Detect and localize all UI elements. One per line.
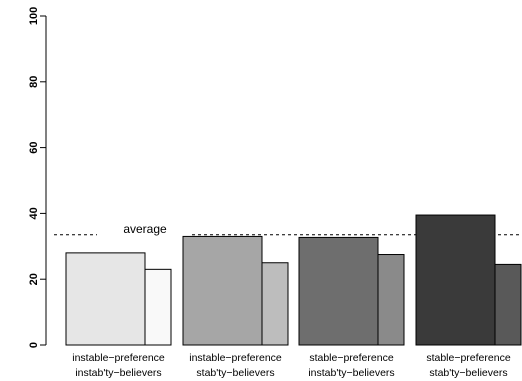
category-label-line1: stable−preference [426, 352, 511, 364]
bars [65, 214, 522, 346]
y-tick-label: 100 [28, 7, 40, 25]
y-tick-label: 80 [28, 76, 40, 88]
average-label: average [123, 222, 167, 236]
category-label-line2: instab'ty−believers [75, 367, 161, 379]
y-tick-label: 0 [28, 342, 40, 348]
y-tick-label: 20 [28, 273, 40, 285]
bar-primary-4 [415, 214, 496, 346]
bar-primary-2 [182, 235, 263, 346]
category-label-line1: instable−preference [189, 352, 282, 364]
category-label-line2: stab'ty−believers [196, 367, 274, 379]
category-label-line1: stable−preference [309, 352, 394, 364]
bar-secondary-2 [261, 262, 289, 346]
average-layer: average [54, 222, 522, 236]
category-labels: instable−preference instab'ty−believers in… [72, 352, 511, 379]
y-axis: 0 20 40 60 80 100 [28, 7, 47, 348]
bar-secondary-1 [144, 268, 172, 346]
y-tick-label: 60 [28, 141, 40, 153]
bar-primary-3 [298, 236, 379, 346]
bar-primary-1 [65, 252, 146, 346]
bar-secondary-4 [494, 263, 522, 346]
bar-secondary-3 [377, 254, 405, 346]
category-label-line2: stab'ty−believers [429, 367, 507, 379]
y-tick-label: 40 [28, 207, 40, 219]
category-label-line2: instab'ty−believers [308, 367, 394, 379]
category-label-line1: instable−preference [72, 352, 165, 364]
